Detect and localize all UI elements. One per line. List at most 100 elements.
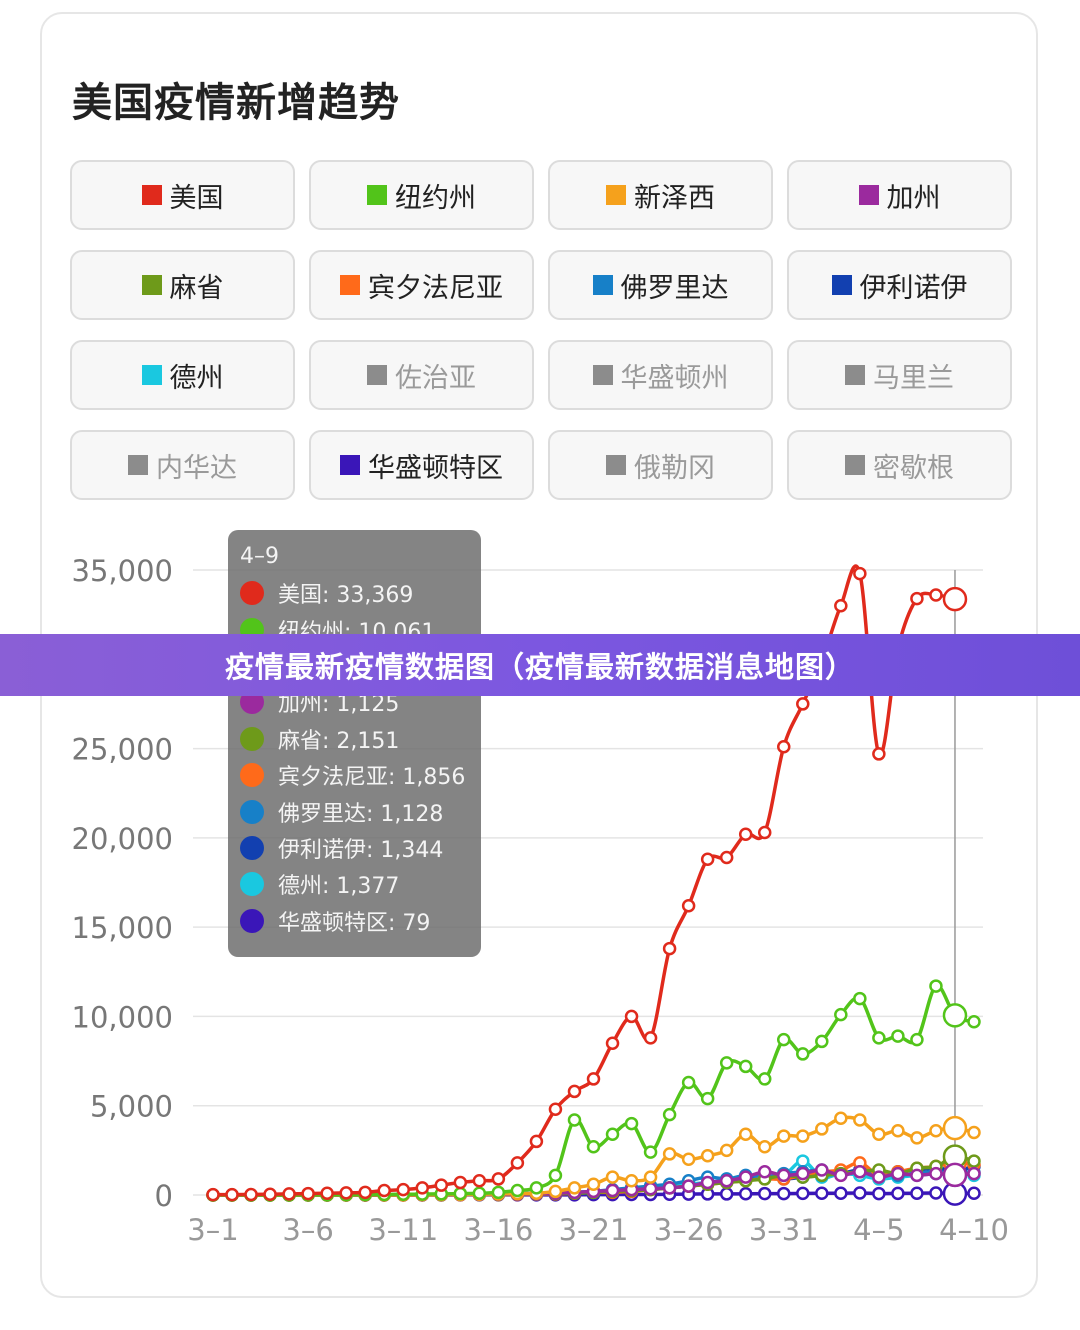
tooltip-dot bbox=[240, 799, 264, 824]
data-point bbox=[853, 1165, 867, 1179]
legend-label: 伊利诺伊 bbox=[859, 272, 968, 304]
data-point bbox=[929, 1123, 943, 1138]
data-point bbox=[853, 566, 867, 581]
line-chart: 05,00010,00015,00020,00025,00030,00035,0… bbox=[72, 554, 1009, 1247]
x-tick-label: 3–31 bbox=[749, 1213, 819, 1247]
legend-toggle-7[interactable]: 伊利诺伊 bbox=[787, 250, 1012, 320]
data-point bbox=[757, 1165, 772, 1179]
data-point bbox=[834, 1007, 848, 1022]
legend-label: 俄勒冈 bbox=[634, 452, 715, 484]
data-point bbox=[605, 1183, 620, 1198]
data-point bbox=[453, 1175, 468, 1190]
data-point bbox=[719, 850, 734, 865]
data-point bbox=[910, 1131, 924, 1145]
tooltip-row: 麻省: 2,151 bbox=[240, 721, 469, 757]
data-point bbox=[853, 1113, 867, 1127]
data-point bbox=[719, 1187, 734, 1201]
legend-toggle-10[interactable]: 华盛顿州 bbox=[548, 340, 773, 410]
y-tick-label: 35,000 bbox=[72, 554, 173, 588]
data-point bbox=[681, 1152, 696, 1167]
tooltip-value: 麻省: 2,151 bbox=[278, 728, 400, 754]
tooltip-value: 宾夕法尼亚: 1,856 bbox=[278, 765, 466, 791]
legend-toggle-5[interactable]: 宾夕法尼亚 bbox=[309, 250, 534, 320]
data-point bbox=[605, 1127, 620, 1142]
data-point bbox=[929, 1166, 943, 1181]
legend-label: 纽约州 bbox=[395, 182, 476, 214]
data-point bbox=[434, 1178, 449, 1192]
y-tick-label: 0 bbox=[155, 1179, 173, 1213]
legend-toggle-9[interactable]: 佐治亚 bbox=[309, 340, 534, 410]
legend-toggle-3[interactable]: 加州 bbox=[787, 160, 1012, 230]
data-point bbox=[834, 598, 848, 613]
legend-toggle-6[interactable]: 佛罗里达 bbox=[548, 250, 773, 320]
data-point bbox=[872, 1031, 886, 1045]
data-point bbox=[815, 1122, 829, 1136]
data-point bbox=[872, 1186, 886, 1201]
legend-toggle-1[interactable]: 纽约州 bbox=[309, 160, 534, 230]
data-point bbox=[777, 1168, 791, 1183]
legend-label: 密歇根 bbox=[873, 452, 954, 484]
headline-banner: 疫情最新疫情数据图（疫情最新数据消息地图） bbox=[0, 634, 1080, 696]
tooltip-row: 美国: 33,369 bbox=[240, 575, 469, 611]
data-point bbox=[891, 1166, 905, 1181]
data-point bbox=[491, 1185, 506, 1200]
data-point bbox=[529, 1134, 544, 1149]
legend-swatch bbox=[367, 185, 387, 205]
data-point bbox=[567, 1181, 582, 1195]
data-point bbox=[834, 1186, 848, 1200]
legend-swatch bbox=[141, 275, 162, 295]
data-point bbox=[643, 1145, 658, 1159]
data-point bbox=[700, 1175, 715, 1190]
legend-swatch bbox=[845, 455, 865, 475]
data-point bbox=[244, 1187, 258, 1202]
legend-toggle-2[interactable]: 新泽西 bbox=[548, 160, 773, 230]
y-tick-label: 10,000 bbox=[72, 1000, 173, 1034]
data-point bbox=[548, 1102, 563, 1117]
data-point bbox=[472, 1186, 487, 1200]
legend-toggle-0[interactable]: 美国 bbox=[70, 160, 295, 230]
tooltip-date: 4–9 bbox=[240, 544, 279, 569]
x-tick-label: 4–10 bbox=[939, 1213, 1009, 1247]
data-point bbox=[942, 1115, 968, 1141]
y-tick-label: 20,000 bbox=[72, 822, 173, 856]
legend-toggle-14[interactable]: 俄勒冈 bbox=[548, 430, 773, 500]
legend-toggle-15[interactable]: 密歇根 bbox=[787, 430, 1012, 500]
tooltip-dot bbox=[240, 835, 264, 860]
data-point bbox=[548, 1168, 563, 1183]
x-tick-label: 3–16 bbox=[463, 1213, 533, 1247]
data-point bbox=[738, 1187, 753, 1201]
data-point bbox=[796, 1154, 810, 1168]
legend-swatch bbox=[831, 275, 852, 295]
tooltip-row: 德州: 1,377 bbox=[240, 866, 469, 902]
legend-toggle-13[interactable]: 华盛顿特区 bbox=[309, 430, 534, 500]
legend-toggle-11[interactable]: 马里兰 bbox=[787, 340, 1012, 410]
data-point bbox=[624, 1009, 639, 1024]
x-tick-label: 4–5 bbox=[853, 1213, 904, 1247]
data-point bbox=[929, 979, 943, 993]
data-point bbox=[757, 1072, 772, 1086]
tooltip-dot bbox=[240, 872, 264, 897]
x-tick-label: 3–21 bbox=[559, 1213, 629, 1247]
data-point bbox=[605, 1036, 620, 1050]
data-point bbox=[567, 1084, 582, 1099]
legend-toggle-12[interactable]: 内华达 bbox=[70, 430, 295, 500]
data-point bbox=[700, 852, 715, 867]
data-point bbox=[929, 588, 943, 602]
legend-label: 佐治亚 bbox=[395, 362, 476, 394]
tooltip-dot bbox=[240, 908, 264, 933]
legend-toggle-4[interactable]: 麻省 bbox=[70, 250, 295, 320]
data-point bbox=[586, 1072, 601, 1086]
data-point bbox=[777, 1129, 791, 1143]
data-point bbox=[624, 1116, 639, 1131]
data-point bbox=[491, 1172, 506, 1186]
data-point bbox=[719, 1056, 734, 1070]
data-point bbox=[605, 1170, 620, 1184]
x-tick-label: 3–6 bbox=[282, 1213, 333, 1247]
data-point bbox=[472, 1173, 487, 1188]
data-point bbox=[662, 1147, 677, 1161]
tooltip-dot bbox=[240, 726, 264, 751]
legend-toggle-8[interactable]: 德州 bbox=[70, 340, 295, 410]
legend-swatch bbox=[128, 455, 148, 475]
legend-label: 新泽西 bbox=[634, 182, 715, 214]
tooltip-dot bbox=[240, 581, 264, 606]
